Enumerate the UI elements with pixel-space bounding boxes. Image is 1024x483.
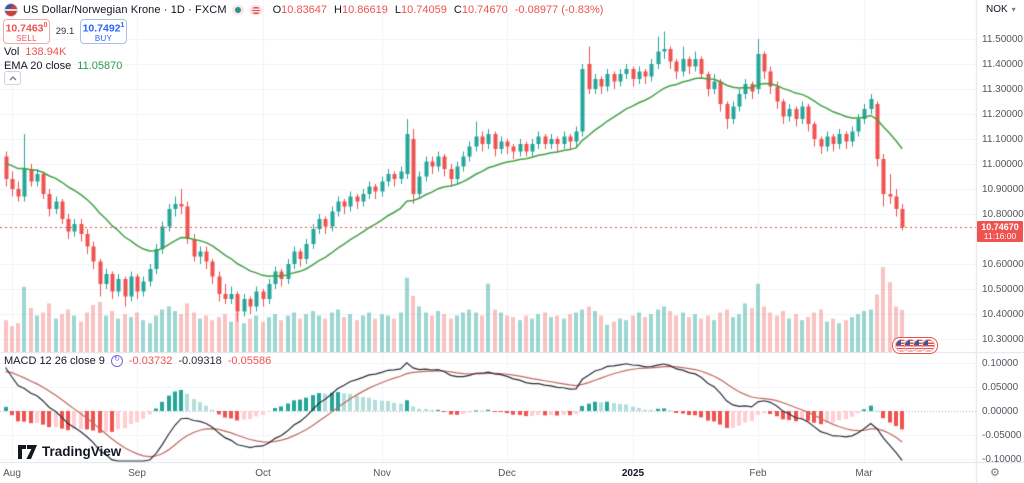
ohlc-item: H10.86619 xyxy=(334,4,388,16)
tradingview-logo[interactable]: TradingView xyxy=(18,444,121,459)
ohlc-values: O10.83647 H10.86619 L10.74059 C10.74670 xyxy=(273,4,508,16)
time-scale-label[interactable]: Dec xyxy=(498,468,516,479)
time-scale-label[interactable]: Feb xyxy=(749,468,767,479)
time-scale-label[interactable]: Nov xyxy=(373,468,391,479)
price-scale-label[interactable]: 10.60000 xyxy=(982,259,1024,270)
macd-signal-value: -0.05586 xyxy=(227,355,272,367)
price-scale-label[interactable]: 10.30000 xyxy=(982,334,1024,345)
price-scale-label[interactable]: 11.30000 xyxy=(982,84,1023,95)
countdown-timer: 11:16:00 xyxy=(983,231,1017,241)
price-scale-label[interactable]: 10.50000 xyxy=(982,284,1024,295)
settings-gear-icon[interactable]: ⚙ xyxy=(990,467,1000,479)
price-scale-label[interactable]: 10.40000 xyxy=(982,309,1024,320)
macd-scale-label[interactable]: 0.10000 xyxy=(982,358,1019,369)
change-value: -0.08977 (-0.83%) xyxy=(514,4,604,16)
ema-value: 11.05870 xyxy=(77,60,123,72)
last-price-badge: 10.74670 11:16:00 xyxy=(977,221,1023,242)
time-scale-label[interactable]: Aug xyxy=(3,468,21,479)
time-scale-label[interactable]: Mar xyxy=(855,468,873,479)
symbol-legend: US Dollar/Norwegian Krone · 1D · FXCM O1… xyxy=(4,3,603,17)
ema-legend: EMA 20 close 11.05870 xyxy=(4,60,122,72)
trade-panel: 10.74630 SELL 29.1 10.74921 BUY xyxy=(3,19,127,44)
time-scale-label[interactable]: Sep xyxy=(128,468,146,479)
macd-scale-label[interactable]: 0.00000 xyxy=(982,406,1019,417)
time-scale-label[interactable]: 2025 xyxy=(621,468,645,479)
tradingview-wordmark: TradingView xyxy=(42,444,122,459)
price-scale-label[interactable]: 11.50000 xyxy=(982,34,1023,45)
currency-pair-icon xyxy=(4,3,18,17)
price-scale-label[interactable]: 10.80000 xyxy=(982,209,1024,220)
macd-refresh-icon[interactable]: ↻ xyxy=(110,355,123,367)
time-scale-label[interactable]: Oct xyxy=(255,468,271,479)
macd-scale-label[interactable]: 0.05000 xyxy=(982,382,1019,393)
sell-button[interactable]: 10.74630 SELL xyxy=(3,19,50,44)
ohlc-item: O10.83647 xyxy=(272,4,328,16)
price-scale-label[interactable]: 11.10000 xyxy=(982,134,1023,145)
macd-scale-label[interactable]: -0.05000 xyxy=(982,430,1022,441)
symbol-title[interactable]: US Dollar/Norwegian Krone · 1D · FXCM xyxy=(23,4,227,16)
chevron-up-icon xyxy=(9,75,16,80)
ohlc-item: L10.74059 xyxy=(394,4,447,16)
legend-collapse-button[interactable] xyxy=(4,71,21,85)
volume-label: Vol xyxy=(4,46,20,58)
macd-legend: MACD 12 26 close 9 ↻ -0.03732 -0.09318 -… xyxy=(4,355,271,367)
macd-hist-value: -0.03732 xyxy=(128,355,173,367)
macd-scale-label[interactable]: -0.10000 xyxy=(982,454,1022,465)
data-flag-badge[interactable] xyxy=(248,5,263,15)
buy-button[interactable]: 10.74921 BUY xyxy=(80,19,127,44)
tradingview-mark-icon xyxy=(18,444,37,459)
event-flag-icon xyxy=(922,339,935,352)
price-scale-label[interactable]: 11.20000 xyxy=(982,109,1023,120)
chevron-down-icon: ▾ xyxy=(1011,5,1016,14)
macd-line-value: -0.09318 xyxy=(178,355,222,367)
ohlc-item: C10.74670 xyxy=(453,4,508,16)
macd-label: MACD 12 26 close 9 xyxy=(4,355,105,367)
ema-label: EMA 20 close xyxy=(4,60,72,72)
price-scale-label[interactable]: 10.90000 xyxy=(982,184,1024,195)
price-scale-label[interactable]: 11.40000 xyxy=(982,59,1023,70)
market-open-dot-icon xyxy=(234,7,241,13)
price-scale-currency[interactable]: NOK ▾ xyxy=(986,4,1016,15)
last-price-value: 10.74670 xyxy=(981,222,1019,232)
volume-legend: Vol 138.94K xyxy=(4,46,66,58)
economic-events-cluster[interactable] xyxy=(892,337,938,354)
price-scale-label[interactable]: 11.00000 xyxy=(982,159,1023,170)
market-status-badge[interactable] xyxy=(231,5,244,15)
flag-stripes-icon xyxy=(251,6,260,14)
volume-value: 138.94K xyxy=(25,46,67,58)
spread-value: 29.1 xyxy=(55,26,75,37)
